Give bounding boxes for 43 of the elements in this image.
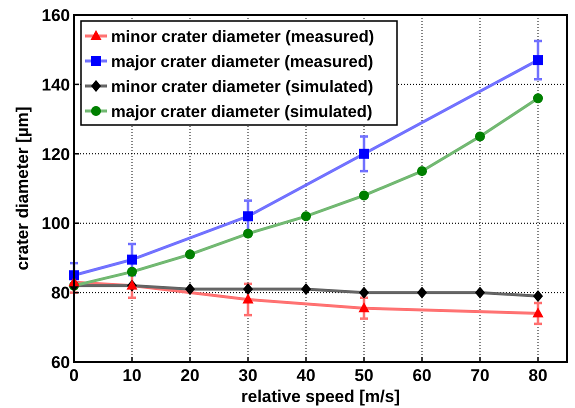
legend-label: minor crater diameter (measured): [111, 28, 374, 46]
point: [359, 148, 369, 159]
y-tick-label: 120: [42, 144, 70, 164]
x-tick-label: 0: [69, 366, 79, 385]
x-tick-label: 80: [528, 366, 548, 385]
point: [301, 283, 311, 296]
x-axis-title: relative speed [m/s]: [241, 387, 400, 406]
x-tick-label: 60: [412, 366, 432, 385]
point: [359, 286, 369, 299]
x-tick-label: 50: [354, 366, 374, 385]
point: [533, 290, 543, 302]
point: [243, 228, 253, 239]
y-tick-label: 160: [42, 6, 70, 25]
point: [358, 302, 370, 312]
point: [475, 131, 485, 142]
point: [242, 294, 254, 304]
point: [127, 254, 137, 265]
x-tick-label: 70: [470, 366, 490, 385]
point: [243, 211, 253, 222]
y-axis-title: crater diameter [µm]: [13, 106, 32, 270]
y-tick-label: 60: [51, 352, 70, 372]
point: [301, 211, 311, 222]
point: [243, 283, 253, 296]
point: [417, 166, 427, 176]
point: [475, 286, 485, 299]
y-tick-label: 140: [42, 75, 70, 94]
y-tick-label: 80: [51, 284, 70, 303]
point: [359, 190, 369, 200]
legend-label: major crater diameter (simulated): [111, 102, 372, 121]
point: [532, 307, 544, 318]
y-tick-label: 100: [42, 214, 70, 234]
point: [185, 249, 195, 260]
point: [533, 93, 543, 104]
point: [417, 286, 427, 299]
legend-label: major crater diameter (measured): [111, 52, 374, 71]
legend-label: minor crater diameter (simulated): [111, 78, 374, 96]
x-tick-label: 30: [238, 366, 258, 385]
x-tick-label: 20: [180, 366, 200, 385]
point: [127, 266, 137, 277]
point: [533, 55, 543, 66]
x-tick-label: 40: [296, 366, 316, 385]
point: [185, 283, 195, 296]
x-tick-label: 10: [122, 366, 142, 385]
